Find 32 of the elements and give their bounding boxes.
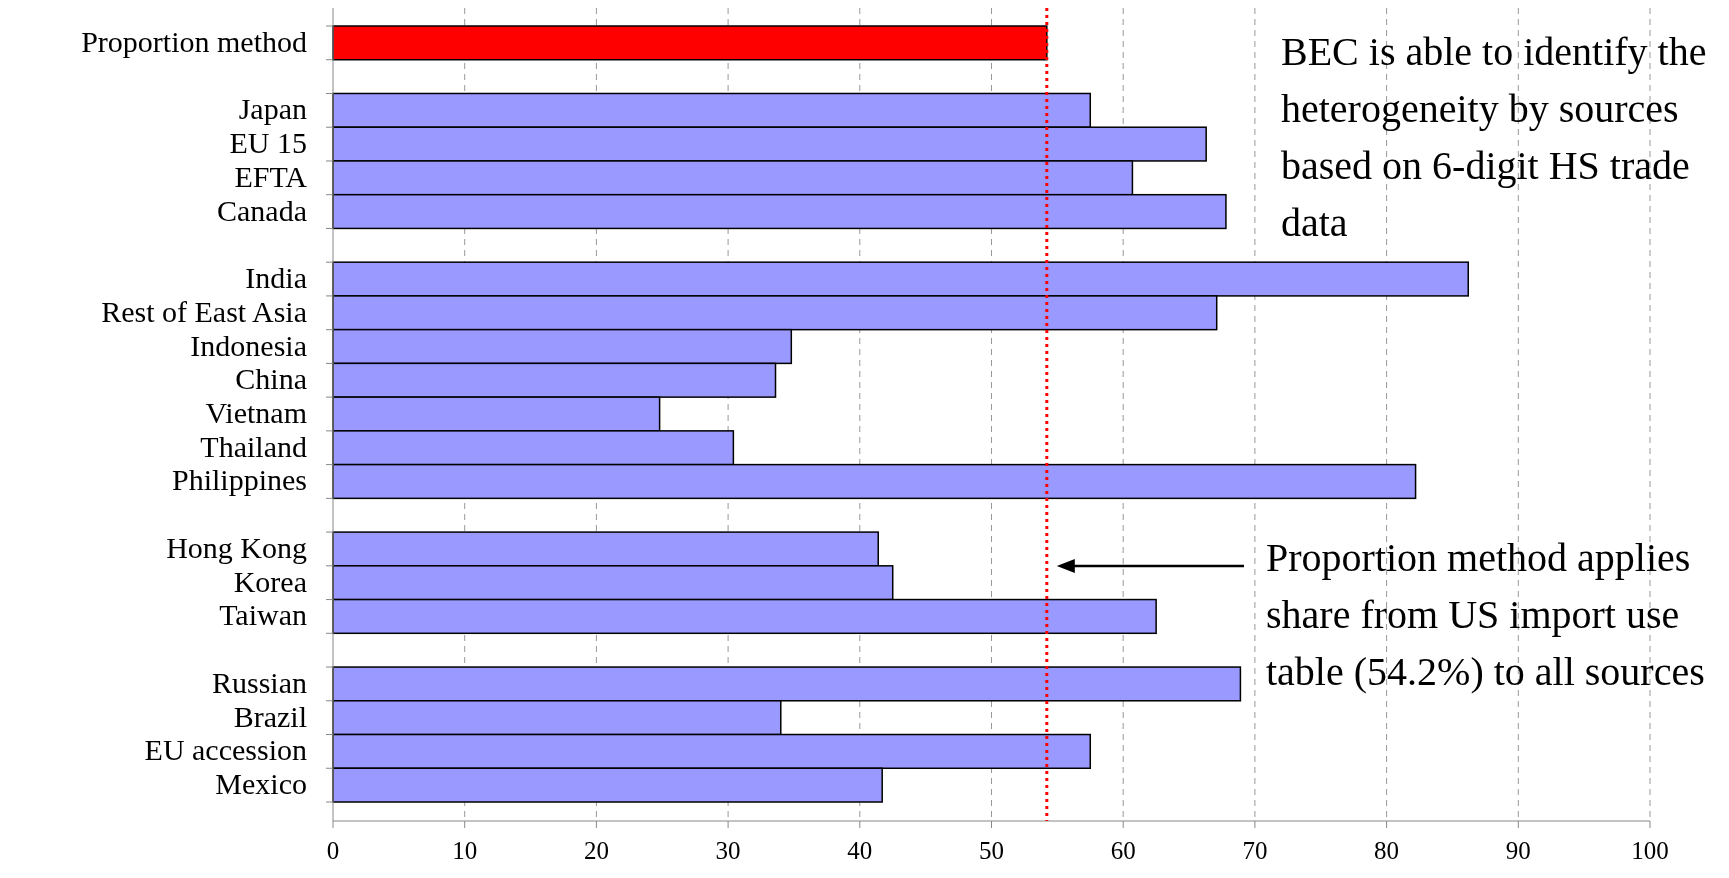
y-tick-label: Indonesia	[190, 328, 307, 362]
x-tick-label: 50	[979, 837, 1004, 864]
y-tick-label: China	[235, 362, 307, 396]
y-tick-label: Taiwan	[219, 598, 307, 632]
y-tick-label: Thailand	[200, 429, 307, 463]
y-tick-label: Brazil	[233, 699, 307, 733]
y-tick-label: Canada	[217, 193, 307, 227]
y-tick-label: India	[245, 261, 307, 295]
x-tick-label: 100	[1631, 837, 1669, 864]
x-tick-label: 30	[715, 837, 741, 864]
x-tick-label: 20	[583, 837, 609, 864]
x-tick-label: 70	[1242, 837, 1268, 864]
x-tick-label: 0	[326, 837, 340, 864]
y-tick-label: Philippines	[171, 463, 307, 497]
y-tick-label: Rest of East Asia	[101, 294, 307, 328]
annotation: Proportion method applies share from US import use table (54.2%) to all sources	[1266, 535, 1705, 694]
x-tick-label: 40	[847, 837, 873, 864]
y-tick-label: Mexico	[215, 767, 307, 801]
annotation: BEC is able to identify the heterogeneity by sources based on 6-digit HS trade data	[1281, 29, 1707, 245]
y-tick-label: Japan	[238, 92, 307, 126]
y-tick-label: Vietnam	[205, 396, 307, 429]
x-tick-label: 60	[1110, 837, 1136, 864]
x-tick-label: 80	[1374, 837, 1400, 864]
y-tick-label: EU 15	[229, 126, 307, 160]
y-tick-label: EU accession	[144, 733, 307, 767]
y-tick-label: Hong Kong	[166, 530, 307, 564]
y-tick-label: Korea	[233, 564, 307, 598]
y-tick-label: Russian	[211, 665, 307, 699]
x-tick-label: 10	[452, 837, 478, 864]
x-tick-label: 90	[1505, 837, 1531, 864]
y-tick-label: Proportion method	[81, 24, 307, 58]
y-tick-label: EFTA	[234, 159, 308, 193]
